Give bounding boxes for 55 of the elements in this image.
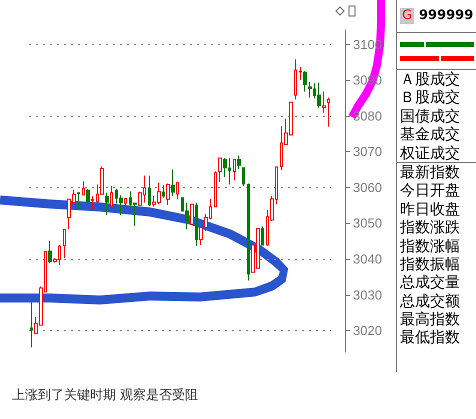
candlestick xyxy=(317,82,321,108)
y-tick-label: 3070 xyxy=(353,144,382,160)
text: 最高指数 xyxy=(399,310,461,328)
candlestick xyxy=(148,175,151,207)
candlestick xyxy=(63,229,66,258)
y-tick-label: 3050 xyxy=(353,216,382,231)
candlestick xyxy=(124,197,127,206)
text: 国债成交 xyxy=(399,106,461,126)
candlestick xyxy=(322,91,326,114)
candlestick xyxy=(77,192,80,210)
candlestick xyxy=(86,188,90,203)
candlestick xyxy=(91,196,94,210)
candlestick xyxy=(247,182,250,281)
text: 总成交量 xyxy=(399,273,461,292)
text: Ａ股成交 xyxy=(399,70,461,88)
text: 权证成交 xyxy=(399,144,461,162)
candlestick xyxy=(299,66,302,81)
y-tick-label: 3040 xyxy=(353,251,382,266)
candlestick xyxy=(242,167,245,186)
y-tick-label: 3060 xyxy=(353,180,382,195)
text: G xyxy=(400,8,414,24)
candlestick xyxy=(294,58,297,100)
candlestick xyxy=(303,70,307,92)
candlestick xyxy=(176,181,179,200)
text: 999999 xyxy=(419,8,474,23)
candlestick xyxy=(162,184,165,198)
text: 昨日收盘 xyxy=(399,200,461,218)
candlestick xyxy=(308,81,312,98)
text: 指数振幅 xyxy=(399,254,461,274)
text: 指数涨跌 xyxy=(399,218,461,237)
candlestick xyxy=(233,159,236,181)
text: 基金成交 xyxy=(399,125,461,144)
candlestick xyxy=(195,202,198,246)
text: 指数涨幅 xyxy=(399,236,461,255)
candlestick xyxy=(48,240,52,264)
y-tick-label: 3030 xyxy=(353,287,382,302)
text: 上涨到了关键时期 观察是否受阻 xyxy=(12,387,198,404)
text: 最低指数 xyxy=(399,328,461,347)
candlestick xyxy=(30,301,33,348)
text: Ｂ股成交 xyxy=(399,88,461,107)
candlestick xyxy=(214,170,217,208)
candlestick xyxy=(190,204,194,225)
text: 最新指数 xyxy=(397,162,476,182)
candlestick xyxy=(261,226,264,246)
candlestick xyxy=(237,155,241,170)
candlestick xyxy=(327,97,330,128)
candlestick xyxy=(166,182,170,206)
candlestick xyxy=(82,180,85,196)
y-tick-label: 3020 xyxy=(353,323,382,338)
text: 总成交额 xyxy=(399,292,461,310)
text: 今日开盘 xyxy=(399,181,461,200)
candlestick xyxy=(218,158,222,183)
candlestick xyxy=(171,169,175,197)
candlestick xyxy=(105,192,109,216)
candlestick xyxy=(110,185,113,208)
